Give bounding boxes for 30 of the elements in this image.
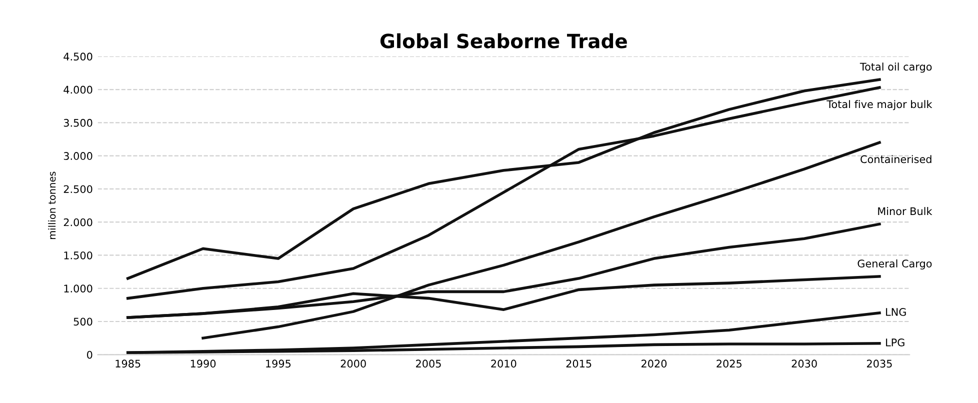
x-tick-label: 2000 <box>340 360 366 368</box>
x-tick-label: 1995 <box>266 360 291 368</box>
y-tick-label: 0 <box>87 350 92 359</box>
x-tick-label: 2010 <box>491 360 516 368</box>
y-tick-label: 1.000 <box>64 284 92 292</box>
y-tick-label: 1.500 <box>64 251 92 260</box>
y-tick-label: 4.500 <box>64 52 92 61</box>
x-tick-label: 2020 <box>642 360 667 368</box>
x-tick-label: 1985 <box>116 360 140 368</box>
series-label: General Cargo <box>858 259 932 270</box>
y-tick-label: 3.500 <box>64 118 92 127</box>
series-label: Total oil cargo <box>860 62 932 73</box>
y-tick-label: 3.000 <box>64 152 92 160</box>
x-tick-label: 1990 <box>190 360 216 368</box>
y-tick-label: 2.500 <box>64 185 92 194</box>
y-tick-label: 500 <box>74 318 92 326</box>
chart-title: Global Seaborne Trade <box>380 33 627 48</box>
y-axis-title: million tonnes <box>48 172 56 239</box>
y-tick-label: 2.000 <box>64 218 92 226</box>
x-tick-label: 2015 <box>566 360 592 368</box>
x-tick-label: 2030 <box>792 360 817 368</box>
series-label: LNG <box>886 308 906 316</box>
x-tick-label: 2035 <box>866 360 892 368</box>
x-tick-label: 2005 <box>416 360 441 368</box>
y-tick-label: 4.000 <box>64 86 92 94</box>
x-tick-label: 2025 <box>716 360 742 368</box>
series-label: Minor Bulk <box>878 207 932 216</box>
series-label: Containerised <box>860 155 932 164</box>
series-label: Total five major bulk <box>826 100 932 110</box>
series-label: LPG <box>886 338 904 346</box>
